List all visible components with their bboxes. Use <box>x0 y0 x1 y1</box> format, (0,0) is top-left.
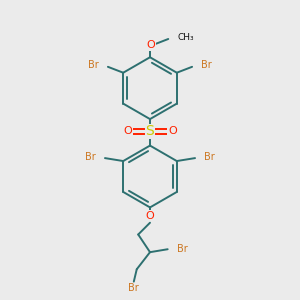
Text: CH₃: CH₃ <box>178 33 195 42</box>
Text: O: O <box>146 211 154 221</box>
Text: Br: Br <box>88 60 99 70</box>
Text: O: O <box>123 126 132 136</box>
Text: O: O <box>146 40 155 50</box>
Text: O: O <box>168 126 177 136</box>
Text: Br: Br <box>128 283 139 293</box>
Text: S: S <box>146 124 154 138</box>
Text: Br: Br <box>205 152 215 162</box>
Text: Br: Br <box>176 244 187 254</box>
Text: Br: Br <box>85 152 95 162</box>
Text: Br: Br <box>201 60 212 70</box>
